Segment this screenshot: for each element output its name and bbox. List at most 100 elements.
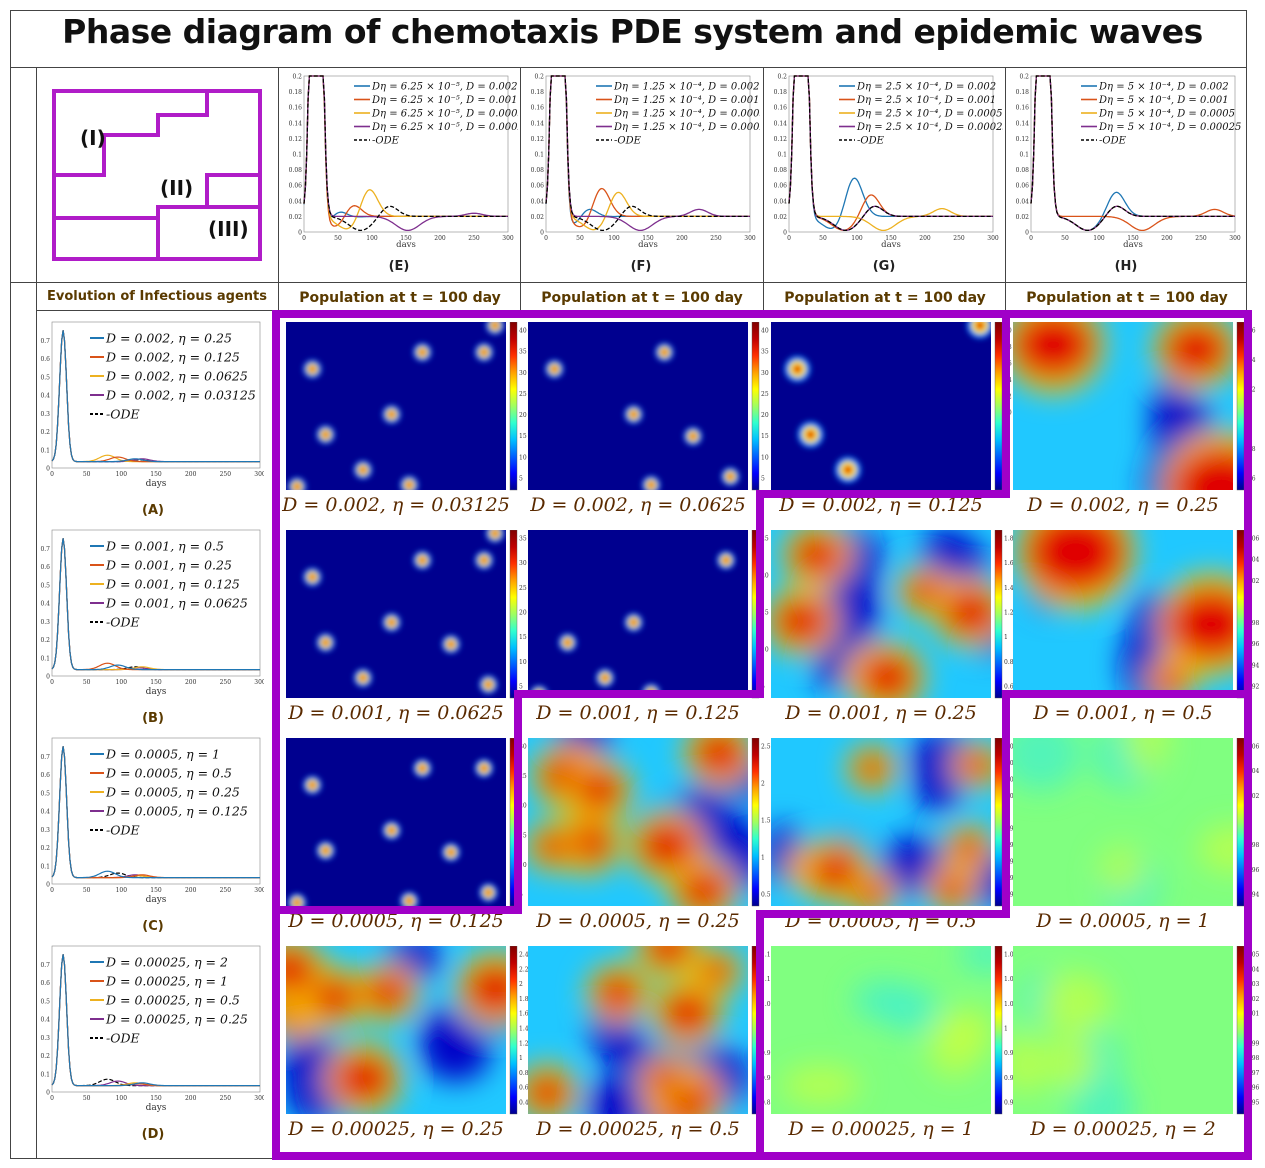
colorbar-tick-label: 25 <box>519 585 527 592</box>
heatmap-caption: D = 0.0005, η = 0.125 <box>288 910 504 932</box>
legend-entry: D = 0.002, η = 0.03125 <box>105 388 256 403</box>
y-tick-label: 0.18 <box>774 89 788 96</box>
x-tick-label: 200 <box>676 235 688 242</box>
population-spot-peak <box>359 674 367 681</box>
legend-entry: D = 0.0005, η = 0.5 <box>105 766 232 781</box>
y-tick-label: 0.1 <box>40 863 50 870</box>
population-heatmap: 20 18 16 14 12 10 8 6 4 2 <box>771 322 1012 491</box>
legend-entry: Dη = 6.25 × 10⁻⁵, D = 0.00025 <box>371 122 518 133</box>
plot-axes <box>51 737 261 885</box>
field-low <box>419 1007 469 1060</box>
colorbar-tick-label: 0.92 <box>1246 684 1260 691</box>
legend-entry: D = 0.00025, η = 0.25 <box>105 1012 248 1027</box>
legend-entry: -ODE <box>614 136 642 147</box>
population-spot-peak <box>406 481 413 489</box>
colorbar-tick-label: 30 <box>519 560 527 567</box>
heatmap-field <box>528 738 748 906</box>
population-spot-peak <box>806 430 816 440</box>
legend-entry: Dη = 1.25 × 10⁻⁴, D = 0.00025 <box>613 122 760 133</box>
x-tick-label: 100 <box>1093 235 1105 242</box>
heatmap-field <box>1013 946 1233 1114</box>
legend-entry: -ODE <box>372 136 400 147</box>
y-tick-label: 0.04 <box>289 198 303 205</box>
legend-entry: Dη = 5 × 10⁻⁴, D = 0.00025 <box>1098 122 1241 133</box>
plot-axes <box>51 945 261 1093</box>
colorbar-tick-label: 1.04 <box>1246 557 1260 564</box>
colorbar-tick-label: 10 <box>519 862 527 869</box>
heatmap-caption: D = 0.001, η = 0.5 <box>1033 702 1213 724</box>
population-spot-peak <box>630 619 637 626</box>
field-high <box>660 990 715 1037</box>
colorbar-tick-label: 12 <box>1004 393 1012 400</box>
colorbar-tick-label: 5 <box>761 476 765 483</box>
colorbar-tick-label: 2 <box>761 781 765 788</box>
colorbar-tick-label: 25 <box>761 536 769 543</box>
x-tick-label: 150 <box>885 235 897 242</box>
colorbar-tick-label: 20 <box>519 412 527 419</box>
colorbar-tick-label: 1.2 <box>1246 387 1256 394</box>
heatmap-field <box>771 322 991 490</box>
x-tick-label: 250 <box>1195 235 1207 242</box>
field-high <box>363 972 412 1013</box>
population-spot-peak <box>689 433 697 440</box>
y-tick-label: 0.1 <box>777 152 787 159</box>
population-spot-peak <box>480 349 488 356</box>
y-tick-label: 0.6 <box>40 980 50 987</box>
y-tick-label: 0.12 <box>531 136 545 143</box>
x-tick-label: 0 <box>50 887 54 894</box>
population-spot-peak <box>322 431 329 438</box>
population-spot-peak <box>447 641 455 648</box>
heatmap-background <box>528 322 748 490</box>
field-high <box>637 820 697 871</box>
y-tick-label: 0.02 <box>1016 214 1030 221</box>
colorbar-tick-label: 20 <box>1004 328 1012 335</box>
x-tick-label: 50 <box>334 235 342 242</box>
heatmap-background <box>286 738 506 906</box>
population-heatmap: 40 35 30 25 20 15 10 5 <box>528 322 769 491</box>
legend-entry: D = 0.001, η = 0.5 <box>105 539 224 554</box>
heatmap-field <box>286 946 506 1114</box>
evolution-header: Evolution of Infectious agents <box>47 289 267 304</box>
population-spot-peak <box>564 639 571 646</box>
legend-entry: -ODE <box>857 136 885 147</box>
population-spot-peak <box>630 411 637 418</box>
colorbar <box>994 322 1003 491</box>
y-tick-label: 0.18 <box>289 89 303 96</box>
y-tick-label: 0.5 <box>40 790 50 797</box>
colorbar-tick-label: 30 <box>761 370 769 377</box>
x-tick-label: 300 <box>1229 235 1241 242</box>
heatmap-caption: D = 0.002, η = 0.0625 <box>530 494 746 516</box>
field-high <box>646 1064 683 1096</box>
field-high <box>1162 322 1230 379</box>
colorbar-tick-label: 25 <box>519 391 527 398</box>
x-tick-label: 0 <box>787 235 791 242</box>
series-line <box>1030 75 1235 232</box>
heatmap-caption: D = 0.001, η = 0.0625 <box>288 702 504 724</box>
y-tick-label: 0.12 <box>1016 136 1030 143</box>
legend-entry: D = 0.0005, η = 1 <box>105 747 220 762</box>
colorbar <box>751 946 760 1115</box>
y-tick-label: 0.16 <box>1016 105 1030 112</box>
y-tick-label: 0.04 <box>531 198 545 205</box>
y-tick-label: 0.18 <box>531 89 545 96</box>
plot-axes <box>303 75 509 233</box>
colorbar <box>509 322 518 491</box>
population-spot-peak <box>359 466 367 473</box>
series-line <box>51 538 260 671</box>
plot-axes <box>1030 75 1236 233</box>
y-tick-label: 0 <box>46 674 50 681</box>
colorbar-tick-label: 1.6 <box>1246 328 1256 335</box>
colorbar-tick-label: 0.98 <box>1246 1055 1260 1062</box>
line-plot-A: 0 0.1 0.2 0.3 0.4 0.5 0.6 0.7 0 50 100 150 200 250 300… <box>40 321 264 489</box>
field-patch <box>945 1007 991 1057</box>
field-patch <box>1098 845 1146 897</box>
heatmap-field <box>771 738 991 906</box>
population-spot-peak <box>322 639 329 646</box>
y-tick-label: 0.6 <box>40 564 50 571</box>
x-tick-label: 50 <box>1061 235 1069 242</box>
colorbar-tick-label: 40 <box>761 328 769 335</box>
colorbar-tick-label: 16 <box>1004 360 1012 367</box>
heatmap-field <box>771 946 991 1114</box>
colorbar-tick-label: 0.9 <box>761 1075 771 1082</box>
y-tick-label: 0.1 <box>1019 152 1029 159</box>
